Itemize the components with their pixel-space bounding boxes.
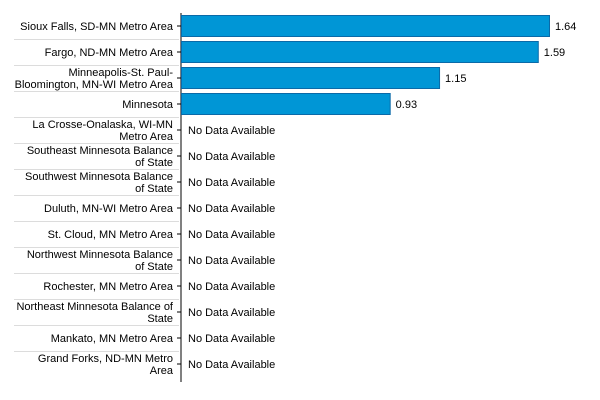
category-label: Duluth, MN-WI Metro Area bbox=[44, 203, 174, 215]
no-data-label: No Data Available bbox=[188, 229, 275, 241]
category-label: La Crosse-Onalaska, WI-MN Metro Area bbox=[32, 119, 173, 143]
category-label: St. Cloud, MN Metro Area bbox=[48, 229, 174, 241]
category-label: Mankato, MN Metro Area bbox=[51, 333, 174, 345]
category-label: Northwest Minnesota Balance of State bbox=[27, 249, 173, 273]
bar bbox=[181, 67, 441, 89]
no-data-label: No Data Available bbox=[188, 281, 275, 293]
no-data-label: No Data Available bbox=[188, 307, 275, 319]
category-label: Minneapolis-St. Paul-Bloomington, MN-WI … bbox=[15, 67, 174, 91]
data-label: 1.59 bbox=[544, 47, 565, 59]
category-label: Grand Forks, ND-MN Metro Area bbox=[38, 353, 174, 377]
bar bbox=[181, 93, 391, 115]
category-label: Southwest Minnesota Balance of State bbox=[25, 171, 173, 195]
no-data-label: No Data Available bbox=[188, 359, 275, 371]
no-data-label: No Data Available bbox=[188, 255, 275, 267]
category-label: Rochester, MN Metro Area bbox=[43, 281, 173, 293]
category-label: Minnesota bbox=[122, 99, 174, 111]
category-label: Northeast Minnesota Balance of State bbox=[16, 301, 173, 325]
data-label: 1.15 bbox=[445, 73, 466, 85]
no-data-label: No Data Available bbox=[188, 333, 275, 345]
no-data-label: No Data Available bbox=[188, 177, 275, 189]
category-label: Fargo, ND-MN Metro Area bbox=[45, 47, 174, 59]
data-label: 0.93 bbox=[396, 99, 417, 111]
data-label: 1.64 bbox=[555, 21, 576, 33]
bar bbox=[181, 15, 550, 37]
no-data-label: No Data Available bbox=[188, 125, 275, 137]
no-data-label: No Data Available bbox=[188, 203, 275, 215]
category-label: Southeast Minnesota Balance of State bbox=[27, 145, 173, 169]
category-label: Sioux Falls, SD-MN Metro Area bbox=[20, 21, 174, 33]
bar bbox=[181, 41, 539, 63]
no-data-label: No Data Available bbox=[188, 151, 275, 163]
